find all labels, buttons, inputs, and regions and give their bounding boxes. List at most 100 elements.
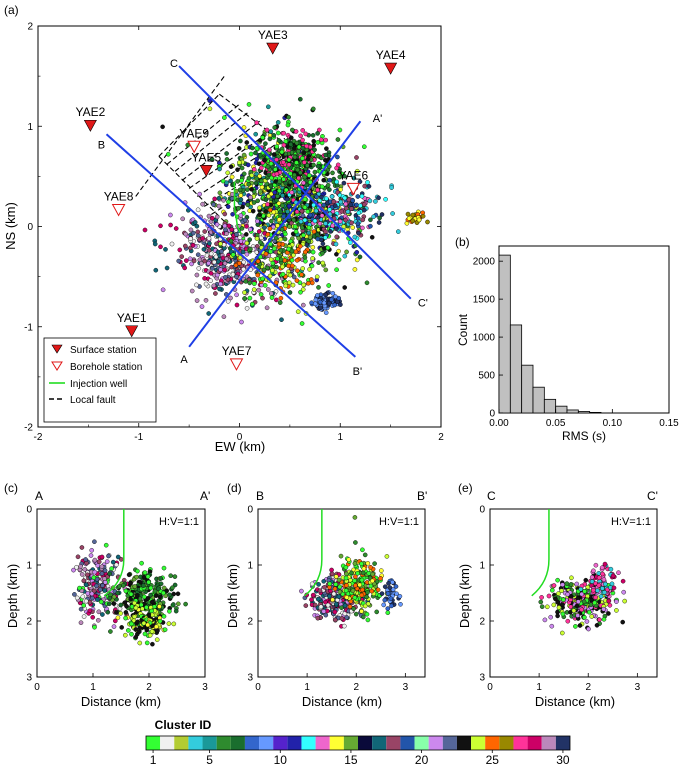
event-point xyxy=(322,235,328,240)
event-point xyxy=(249,301,255,307)
section-event-point xyxy=(317,588,323,594)
event-point xyxy=(272,125,278,130)
section-ytick-label: 2 xyxy=(247,617,253,628)
section-event-point xyxy=(132,584,138,589)
section-event-point xyxy=(102,568,108,573)
event-point xyxy=(270,267,275,273)
event-point xyxy=(235,167,240,172)
event-point xyxy=(358,203,363,208)
section-well-trace xyxy=(103,509,125,597)
event-point xyxy=(390,211,395,216)
event-point xyxy=(268,183,274,189)
section-event-point xyxy=(579,607,585,613)
event-point xyxy=(224,151,229,156)
section-event-point xyxy=(574,581,580,587)
event-point xyxy=(234,274,239,280)
event-point xyxy=(287,290,293,295)
event-point xyxy=(321,300,327,306)
section-event-point xyxy=(167,609,172,614)
section-event-point xyxy=(157,618,163,624)
colorbar-swatch xyxy=(499,736,514,750)
section-event-point xyxy=(332,586,338,592)
event-point xyxy=(253,150,258,156)
section-event-point xyxy=(161,590,166,596)
section-event-point xyxy=(325,602,331,608)
event-point xyxy=(318,305,323,311)
hist-xtick-label: 0.15 xyxy=(659,418,679,429)
event-point xyxy=(168,212,173,218)
event-point xyxy=(242,217,248,223)
event-point xyxy=(300,137,305,143)
section-event-point xyxy=(606,611,611,616)
event-point xyxy=(254,120,260,125)
fault-line xyxy=(158,93,220,157)
profile-d-end: B' xyxy=(417,489,427,503)
section-event-point xyxy=(144,640,150,646)
event-point xyxy=(299,225,305,231)
section-event-point xyxy=(333,601,339,607)
event-point xyxy=(269,218,274,224)
section-event-point xyxy=(92,557,98,563)
section-event-point xyxy=(598,594,604,599)
section-event-point xyxy=(337,584,343,590)
event-point xyxy=(326,283,332,288)
hist-bar xyxy=(509,324,523,414)
section-event-point xyxy=(79,572,85,577)
colorbar-title: Cluster ID xyxy=(155,718,212,732)
section-event-point xyxy=(398,602,403,607)
section-event-point xyxy=(172,574,178,579)
section-event-point xyxy=(99,571,105,576)
event-point xyxy=(306,239,312,244)
event-point xyxy=(307,212,313,218)
event-point xyxy=(285,209,290,214)
event-point xyxy=(286,246,292,252)
event-point xyxy=(263,209,269,214)
section-xtick-label: 2 xyxy=(585,682,591,693)
colorbar-swatch xyxy=(414,736,429,750)
event-point xyxy=(251,167,257,172)
section-event-point xyxy=(378,576,383,581)
section-event-point xyxy=(92,624,97,630)
colorbar-swatch xyxy=(202,736,217,750)
map-legend: Surface station Borehole station Injecti… xyxy=(43,337,157,423)
event-point xyxy=(279,149,285,155)
colorbar-swatch xyxy=(343,736,358,750)
hist-xlabel: RMS (s) xyxy=(562,429,606,443)
section-event-point xyxy=(602,561,608,567)
section-event-point xyxy=(148,585,154,591)
section-event-point xyxy=(146,579,151,585)
profile-label-end: A' xyxy=(373,113,382,125)
event-point xyxy=(305,280,311,286)
event-point xyxy=(158,223,163,229)
section-e-ylabel: Depth (km) xyxy=(457,564,472,628)
event-point xyxy=(282,236,288,242)
profile-e-end: C' xyxy=(647,489,658,503)
event-point xyxy=(164,265,170,271)
section-event-point xyxy=(327,581,333,587)
section-event-point xyxy=(574,603,580,609)
section-event-point xyxy=(128,580,133,586)
section-event-point xyxy=(616,570,621,576)
section-event-point xyxy=(146,612,152,618)
section-event-point xyxy=(92,569,98,575)
section-event-point xyxy=(343,571,349,577)
colorbar-swatch xyxy=(400,736,415,750)
hist-ticks: 0.00 0.05 0.10 0.15 0 500 1000 1500 2000 xyxy=(473,257,679,429)
event-point xyxy=(182,265,187,271)
event-point xyxy=(324,196,329,201)
colorbar-tick-label: 15 xyxy=(344,753,358,767)
fault-line xyxy=(188,127,276,189)
event-point xyxy=(224,256,229,262)
rms-histogram: 0.00 0.05 0.10 0.15 0 500 1000 1500 2000 xyxy=(473,245,679,429)
event-point xyxy=(325,182,331,188)
event-point xyxy=(305,156,311,162)
event-point xyxy=(343,205,349,211)
event-point xyxy=(267,226,273,231)
section-event-point xyxy=(352,561,358,566)
event-point xyxy=(244,240,250,246)
event-point xyxy=(302,249,308,255)
event-point xyxy=(307,267,312,272)
event-point xyxy=(214,222,220,227)
station-label: YAE8 xyxy=(104,189,134,203)
event-point xyxy=(265,232,271,237)
